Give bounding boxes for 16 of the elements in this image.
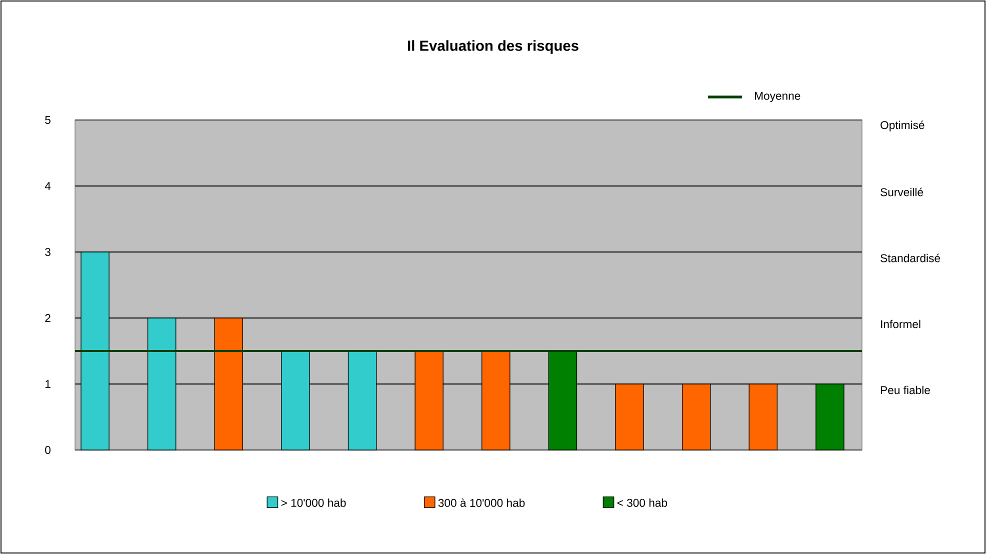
y-tick-label: 3 <box>45 248 50 256</box>
legend-label: > 10'000 hab <box>281 498 346 507</box>
legend-label: Moyenne <box>754 92 800 102</box>
text: Informel <box>881 320 920 328</box>
legend-label: 300 à 10'000 hab <box>438 498 525 507</box>
text: Optimisé <box>880 120 924 132</box>
text: Peu fiable <box>880 386 930 394</box>
y-tick-label: 0 <box>45 446 51 454</box>
y-tick-label: 4 <box>44 182 51 190</box>
y-tick-label: 5 <box>45 116 50 124</box>
legend-label: < 300 hab <box>617 498 668 507</box>
text: Surveillé <box>880 188 923 196</box>
y-tick-label: 2 <box>45 314 50 322</box>
y-tick-label: 1 <box>46 380 50 388</box>
chart-title: Il Evaluation des risques <box>408 40 578 54</box>
text: Standardisé <box>880 254 940 262</box>
